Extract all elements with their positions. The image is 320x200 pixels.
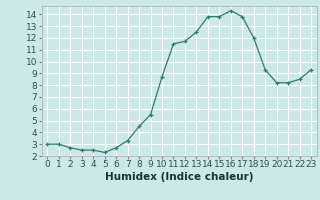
- X-axis label: Humidex (Indice chaleur): Humidex (Indice chaleur): [105, 172, 253, 182]
